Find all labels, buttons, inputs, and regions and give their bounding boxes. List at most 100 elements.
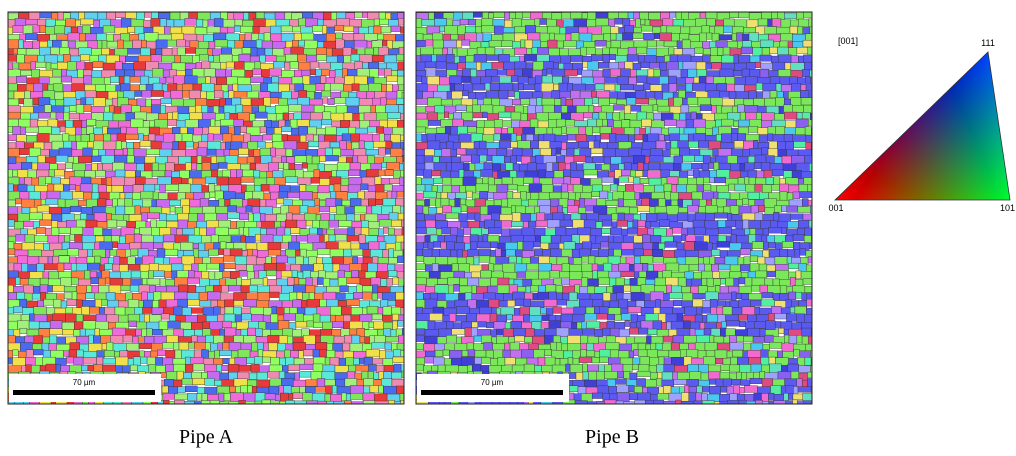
grain — [528, 401, 533, 410]
grain — [357, 69, 370, 77]
grain — [253, 170, 260, 177]
grain — [506, 163, 514, 171]
grain — [141, 48, 151, 56]
grain — [398, 18, 406, 25]
grain — [480, 155, 487, 162]
grain — [748, 192, 759, 199]
grain — [621, 69, 631, 78]
grain — [760, 40, 773, 47]
grain — [292, 26, 300, 32]
grain — [108, 258, 113, 264]
grain — [180, 322, 191, 329]
grain — [659, 76, 668, 84]
grain — [686, 78, 694, 84]
grain — [788, 394, 793, 400]
grain — [640, 192, 652, 198]
grain — [18, 184, 27, 191]
grain — [33, 83, 42, 92]
grain — [776, 97, 785, 106]
grain — [40, 26, 45, 33]
grain — [541, 308, 547, 314]
grain — [351, 249, 363, 255]
grain — [326, 386, 333, 394]
grain — [71, 263, 77, 270]
grain — [793, 400, 798, 411]
grain — [68, 41, 75, 48]
grain — [557, 41, 563, 48]
grain — [619, 263, 630, 271]
grain — [299, 191, 312, 200]
grain — [467, 213, 475, 220]
grain — [174, 76, 185, 84]
grain — [203, 358, 213, 365]
grain — [270, 292, 280, 298]
grain — [332, 386, 337, 393]
grain — [8, 358, 13, 364]
grain — [380, 19, 389, 25]
grain — [189, 343, 195, 348]
grain — [50, 243, 63, 250]
grain — [620, 84, 633, 90]
grain — [626, 98, 635, 105]
grain — [521, 40, 526, 47]
grain — [315, 199, 320, 206]
grain — [592, 113, 598, 120]
grain — [416, 307, 423, 315]
grain — [49, 170, 55, 177]
grain — [443, 13, 454, 19]
grain — [207, 263, 219, 269]
grain — [30, 213, 43, 220]
grain — [144, 163, 152, 172]
grain — [282, 70, 295, 77]
grain — [579, 299, 592, 307]
grain — [670, 171, 680, 177]
grain — [317, 249, 330, 255]
grain — [49, 344, 57, 352]
grain — [153, 271, 164, 277]
grain — [315, 387, 326, 393]
grain — [121, 18, 131, 27]
grain — [91, 27, 104, 33]
grain — [130, 285, 139, 291]
grain — [137, 322, 146, 330]
grain — [87, 263, 100, 270]
grain — [468, 300, 477, 307]
grain — [122, 366, 130, 372]
grain — [289, 84, 294, 90]
grain — [602, 228, 611, 234]
grain — [79, 33, 85, 41]
grain — [101, 48, 109, 55]
grain — [346, 98, 359, 106]
grain — [48, 40, 53, 47]
grain — [670, 55, 678, 63]
grain — [88, 365, 94, 371]
grain — [743, 336, 753, 342]
grain — [754, 163, 761, 169]
grain — [525, 271, 538, 280]
grain — [464, 227, 471, 234]
grain — [463, 177, 476, 186]
grain — [49, 207, 61, 214]
grain — [15, 278, 20, 285]
grain — [800, 91, 809, 98]
grain — [651, 222, 660, 228]
grain — [8, 70, 21, 77]
grain — [350, 329, 357, 335]
grain — [363, 401, 375, 411]
grain — [285, 357, 294, 366]
grain — [178, 337, 191, 343]
grain — [425, 199, 430, 206]
grain — [751, 300, 761, 306]
grain — [363, 393, 374, 401]
grain — [288, 257, 296, 263]
grain — [289, 205, 300, 213]
grain — [456, 315, 467, 321]
grain — [354, 215, 360, 221]
ebsd-map — [8, 11, 415, 413]
grain — [79, 12, 85, 19]
grain — [323, 112, 331, 120]
grain — [433, 156, 439, 162]
grain — [44, 105, 51, 113]
grain — [351, 315, 360, 322]
grain — [82, 300, 95, 307]
